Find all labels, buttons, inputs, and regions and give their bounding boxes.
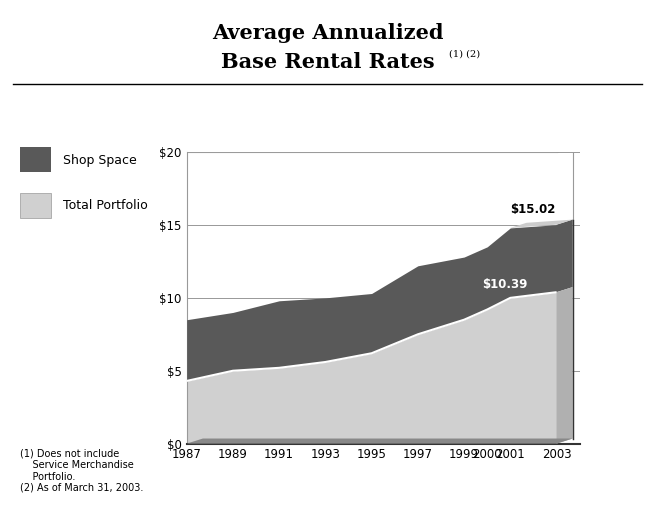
Text: $10.39: $10.39 xyxy=(483,277,528,291)
Polygon shape xyxy=(187,439,572,444)
Text: Base Rental Rates: Base Rental Rates xyxy=(221,52,434,72)
Text: Total Portfolio: Total Portfolio xyxy=(63,199,147,212)
Text: Shop Space: Shop Space xyxy=(63,154,137,167)
Bar xyxy=(20,193,51,218)
Polygon shape xyxy=(187,147,572,152)
Polygon shape xyxy=(557,220,572,292)
Text: $15.02: $15.02 xyxy=(510,203,555,216)
Text: Average Annualized: Average Annualized xyxy=(212,23,443,43)
Polygon shape xyxy=(557,287,572,444)
Text: Portfolio.: Portfolio. xyxy=(20,472,75,482)
Bar xyxy=(20,147,51,172)
Text: (1) (2): (1) (2) xyxy=(449,50,480,59)
Text: (1) Does not include: (1) Does not include xyxy=(20,449,119,459)
Text: (2) As of March 31, 2003.: (2) As of March 31, 2003. xyxy=(20,483,143,493)
Text: Service Merchandise: Service Merchandise xyxy=(20,460,134,470)
Polygon shape xyxy=(510,220,572,228)
